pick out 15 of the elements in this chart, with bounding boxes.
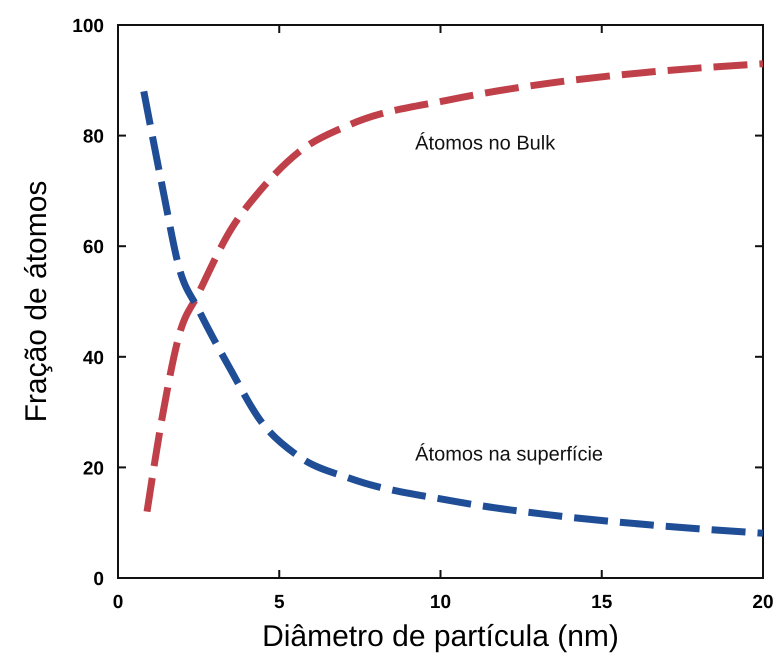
y-tick-label: 100 — [72, 16, 104, 37]
y-tick-label: 20 — [82, 458, 104, 480]
series-label: Átomos na superfície — [415, 442, 604, 466]
x-tick-label: 5 — [274, 592, 285, 613]
x-axis-title: Diâmetro de partícula (nm) — [262, 620, 619, 653]
y-axis-title: Fração de átomos — [20, 180, 53, 422]
x-tick-label: 0 — [112, 592, 124, 613]
y-tick-label: 80 — [82, 126, 104, 148]
x-tick-label: 10 — [430, 592, 452, 613]
x-tick-label: 15 — [591, 592, 613, 613]
series-label: Átomos no Bulk — [415, 132, 556, 155]
y-tick-label: 60 — [82, 237, 104, 258]
y-tick-label: 0 — [93, 569, 104, 590]
y-tick-label: 40 — [82, 348, 104, 369]
x-tick-label: 20 — [752, 592, 774, 613]
